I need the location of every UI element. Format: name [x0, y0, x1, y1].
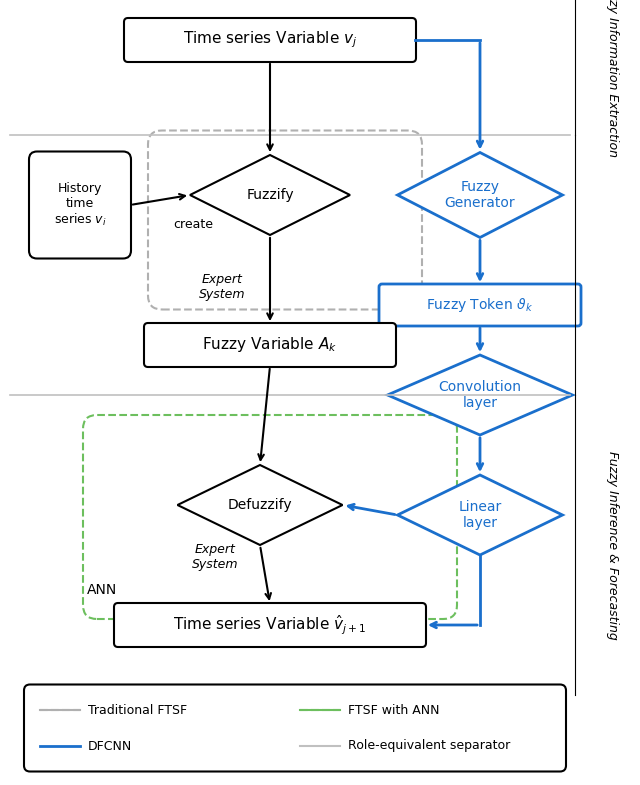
- Text: ANN: ANN: [87, 583, 117, 597]
- Text: Convolution
layer: Convolution layer: [438, 380, 522, 410]
- Text: Time series Variable $\hat{v}_{j+1}$: Time series Variable $\hat{v}_{j+1}$: [173, 613, 367, 637]
- Text: Role-equivalent separator: Role-equivalent separator: [348, 739, 510, 753]
- Text: Defuzzify: Defuzzify: [228, 498, 292, 512]
- Text: Fuzzy
Generator: Fuzzy Generator: [445, 180, 515, 210]
- Text: Expert
System: Expert System: [199, 273, 245, 301]
- Text: Time series Variable $v_j$: Time series Variable $v_j$: [183, 30, 357, 50]
- Text: Fuzzify: Fuzzify: [246, 188, 294, 202]
- Text: FTSF with ANN: FTSF with ANN: [348, 703, 440, 717]
- FancyBboxPatch shape: [29, 152, 131, 258]
- FancyBboxPatch shape: [144, 323, 396, 367]
- Polygon shape: [387, 355, 573, 435]
- Text: Linear
layer: Linear layer: [458, 500, 502, 530]
- Polygon shape: [397, 475, 563, 555]
- Polygon shape: [177, 465, 342, 545]
- FancyBboxPatch shape: [124, 18, 416, 62]
- FancyBboxPatch shape: [83, 415, 457, 619]
- Text: Fuzzy Token $\vartheta_k$: Fuzzy Token $\vartheta_k$: [426, 296, 534, 314]
- FancyBboxPatch shape: [379, 284, 581, 326]
- Text: DFCNN: DFCNN: [88, 739, 132, 753]
- Text: Fuzzy Variable $A_k$: Fuzzy Variable $A_k$: [202, 335, 337, 355]
- Text: Expert
System: Expert System: [192, 543, 238, 571]
- Text: Traditional FTSF: Traditional FTSF: [88, 703, 187, 717]
- Text: Fuzzy Information Extraction: Fuzzy Information Extraction: [607, 0, 620, 157]
- FancyBboxPatch shape: [148, 130, 422, 309]
- Text: History
time
series $v_i$: History time series $v_i$: [54, 182, 106, 228]
- Polygon shape: [397, 152, 563, 238]
- Text: Fuzzy Inference & Forecasting: Fuzzy Inference & Forecasting: [607, 451, 620, 639]
- Polygon shape: [190, 155, 350, 235]
- FancyBboxPatch shape: [114, 603, 426, 647]
- FancyBboxPatch shape: [24, 685, 566, 772]
- Text: create: create: [173, 217, 213, 231]
